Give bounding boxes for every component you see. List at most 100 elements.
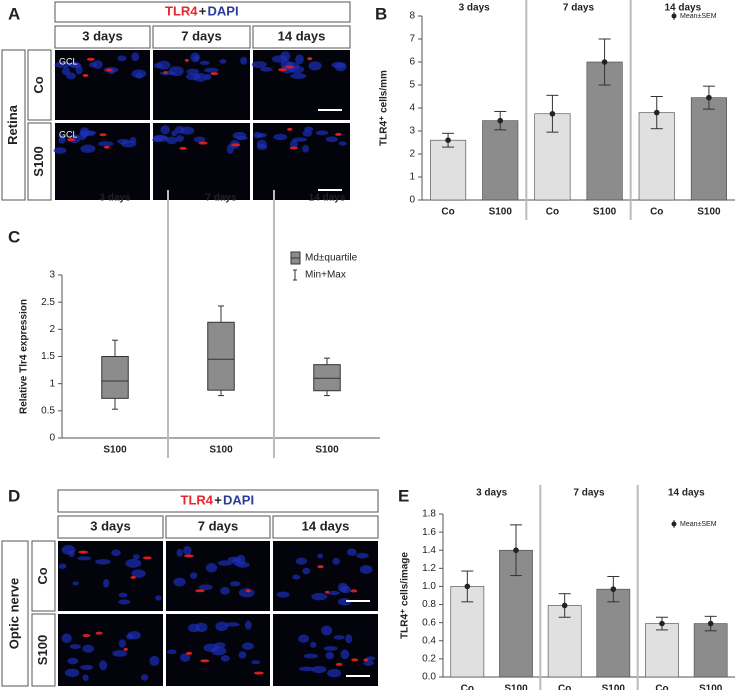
nucleus: [131, 69, 147, 79]
x-tick-label: S100: [699, 684, 723, 690]
nucleus: [61, 633, 72, 643]
group-label: 7 days: [205, 193, 237, 204]
y-tick-label: 0: [49, 433, 55, 444]
mean-dot: [659, 620, 665, 627]
nucleus: [183, 545, 192, 556]
mean-dot: [707, 620, 714, 627]
bar: [645, 623, 679, 678]
nucleus: [220, 655, 230, 662]
nucleus: [127, 631, 141, 640]
column-header-box: [272, 515, 379, 539]
bar: [596, 588, 631, 678]
nucleus: [204, 73, 212, 80]
column-header-box: [152, 25, 251, 49]
tlr4-signal: [104, 145, 110, 149]
nucleus: [62, 67, 71, 76]
y-tick-label: 1.6: [422, 527, 436, 538]
plus-label: +: [214, 492, 222, 507]
panel-letter: A: [8, 4, 20, 23]
micrograph: [166, 541, 270, 611]
nucleus: [98, 141, 114, 147]
tlr4-signal: [179, 146, 187, 150]
y-tick-label: 1.4: [422, 545, 436, 556]
y-tick-label: 6: [409, 57, 415, 68]
panel-letter: D: [8, 486, 20, 505]
tlr4-signal: [351, 658, 359, 662]
nucleus: [298, 666, 314, 672]
nucleus: [79, 131, 87, 141]
counterstain-label: DAPI: [208, 3, 239, 18]
tlr4-signal: [363, 658, 369, 662]
row-label-box: [27, 122, 52, 201]
nucleus: [69, 62, 81, 69]
bar: [430, 139, 467, 201]
bar: [693, 623, 728, 678]
nucleus: [69, 644, 82, 650]
nucleus: [193, 136, 206, 143]
nucleus: [188, 623, 200, 633]
y-tick-label: 0.5: [41, 405, 55, 416]
nucleus: [132, 554, 140, 560]
nucleus: [327, 590, 340, 596]
nucleus: [359, 564, 373, 574]
nucleus: [149, 655, 160, 666]
nucleus: [64, 668, 80, 678]
nucleus: [166, 136, 178, 145]
nucleus: [295, 54, 304, 65]
legend-label: Md±quartile: [305, 253, 358, 264]
nucleus: [82, 674, 89, 681]
nucleus: [325, 136, 338, 143]
legend-label: Min+Max: [305, 270, 346, 281]
nucleus: [205, 562, 218, 573]
nucleus: [311, 665, 327, 674]
nucleus: [356, 552, 369, 559]
tlr4-signal: [82, 634, 91, 638]
nucleus: [310, 641, 317, 648]
region-label: GCL: [59, 129, 78, 139]
row-label-box: [31, 613, 56, 687]
nucleus: [103, 578, 110, 588]
x-tick-label: Co: [650, 207, 663, 218]
mean-dot: [706, 94, 712, 101]
nucleus: [53, 147, 67, 154]
row-label: S100: [35, 635, 50, 665]
tlr4-signal: [278, 68, 288, 72]
mean-dot: [601, 59, 608, 65]
nucleus: [219, 59, 227, 64]
y-tick-label: 0.6: [422, 617, 436, 628]
nucleus: [240, 56, 248, 65]
y-axis-label: TLR4⁺ cells/mm: [379, 70, 390, 146]
nucleus: [260, 67, 273, 72]
mean-dot: [561, 602, 568, 609]
nucleus: [99, 660, 108, 671]
nucleus: [173, 577, 186, 587]
row-label-box: [31, 540, 56, 612]
row-label: S100: [31, 146, 46, 176]
nucleus: [117, 55, 127, 62]
nucleus: [176, 548, 183, 557]
nucleus: [198, 584, 213, 591]
y-tick-label: 1.5: [41, 351, 55, 362]
column-header: 14 days: [302, 518, 350, 533]
nucleus: [276, 591, 290, 598]
y-tick-label: 1: [409, 172, 415, 183]
nucleus: [160, 125, 170, 135]
y-tick-label: 4: [409, 103, 415, 114]
y-tick-label: 0.4: [422, 635, 436, 646]
group-label: 14 days: [664, 3, 701, 14]
column-header-box: [252, 25, 351, 49]
nucleus: [280, 51, 291, 61]
nucleus: [338, 141, 347, 146]
nucleus: [340, 585, 351, 594]
nucleus: [295, 557, 308, 565]
y-tick-label: 1: [49, 378, 55, 389]
micrograph: [55, 50, 150, 120]
x-tick-label: S100: [602, 684, 626, 690]
nucleus: [321, 625, 333, 636]
nucleus: [189, 572, 198, 579]
tlr4-signal: [185, 651, 193, 655]
row-label: Co: [31, 76, 46, 93]
nucleus: [256, 139, 267, 149]
tlr4-signal: [285, 65, 294, 69]
